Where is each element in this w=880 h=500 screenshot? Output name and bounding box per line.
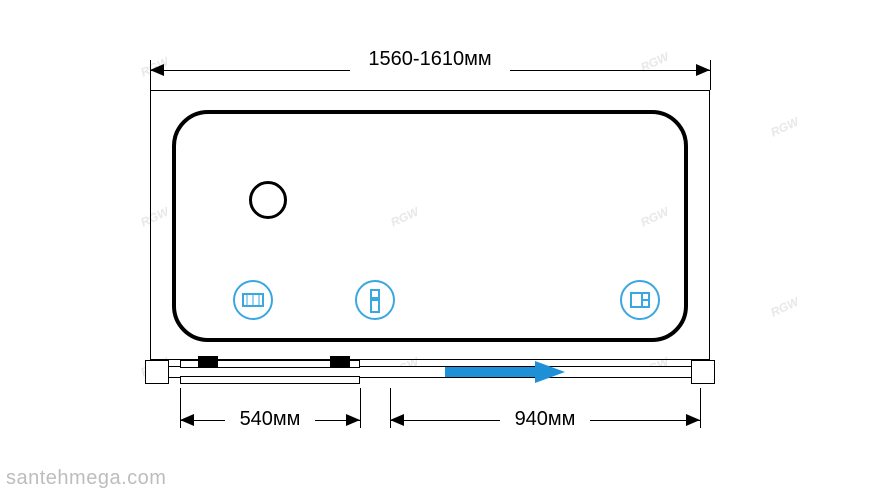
bracket-icon — [235, 282, 271, 318]
roller-left — [198, 356, 218, 368]
bottom-dim1-arrow-right — [346, 414, 360, 426]
roller-right — [330, 356, 350, 368]
accent-icon-bracket — [233, 280, 273, 320]
top-dim-arrow-right — [696, 64, 710, 76]
top-dim-label: 1560-1610мм — [350, 48, 510, 71]
top-dim-tick-right — [710, 60, 711, 90]
bottom-dim-label-2: 940мм — [500, 408, 590, 431]
brand-mark: RGW — [768, 114, 800, 139]
diagram-canvas: { "type": "engineering-dimension-drawing… — [0, 0, 880, 500]
rail-endcap-right — [691, 360, 715, 384]
top-dim-arrow-left — [150, 64, 164, 76]
drain-circle — [249, 181, 287, 219]
bottom-dim2-arrow-left — [390, 414, 404, 426]
brand-mark: RGW — [768, 294, 800, 319]
bottom-dim-label-1: 540мм — [225, 408, 315, 431]
handle-icon — [357, 282, 393, 318]
door-panel-bottom — [180, 376, 360, 384]
accent-icon-handle — [355, 280, 395, 320]
bottom-dim-tick-2b — [700, 388, 701, 428]
square-icon — [622, 282, 658, 318]
rail-endcap-left — [145, 360, 169, 384]
bottom-dim-tick-1b — [360, 388, 361, 428]
bottom-dim1-arrow-left — [180, 414, 194, 426]
accent-icon-square — [620, 280, 660, 320]
site-watermark: santehmega.com — [6, 467, 166, 490]
bottom-dim2-arrow-right — [686, 414, 700, 426]
slide-arrow-icon — [445, 360, 565, 384]
